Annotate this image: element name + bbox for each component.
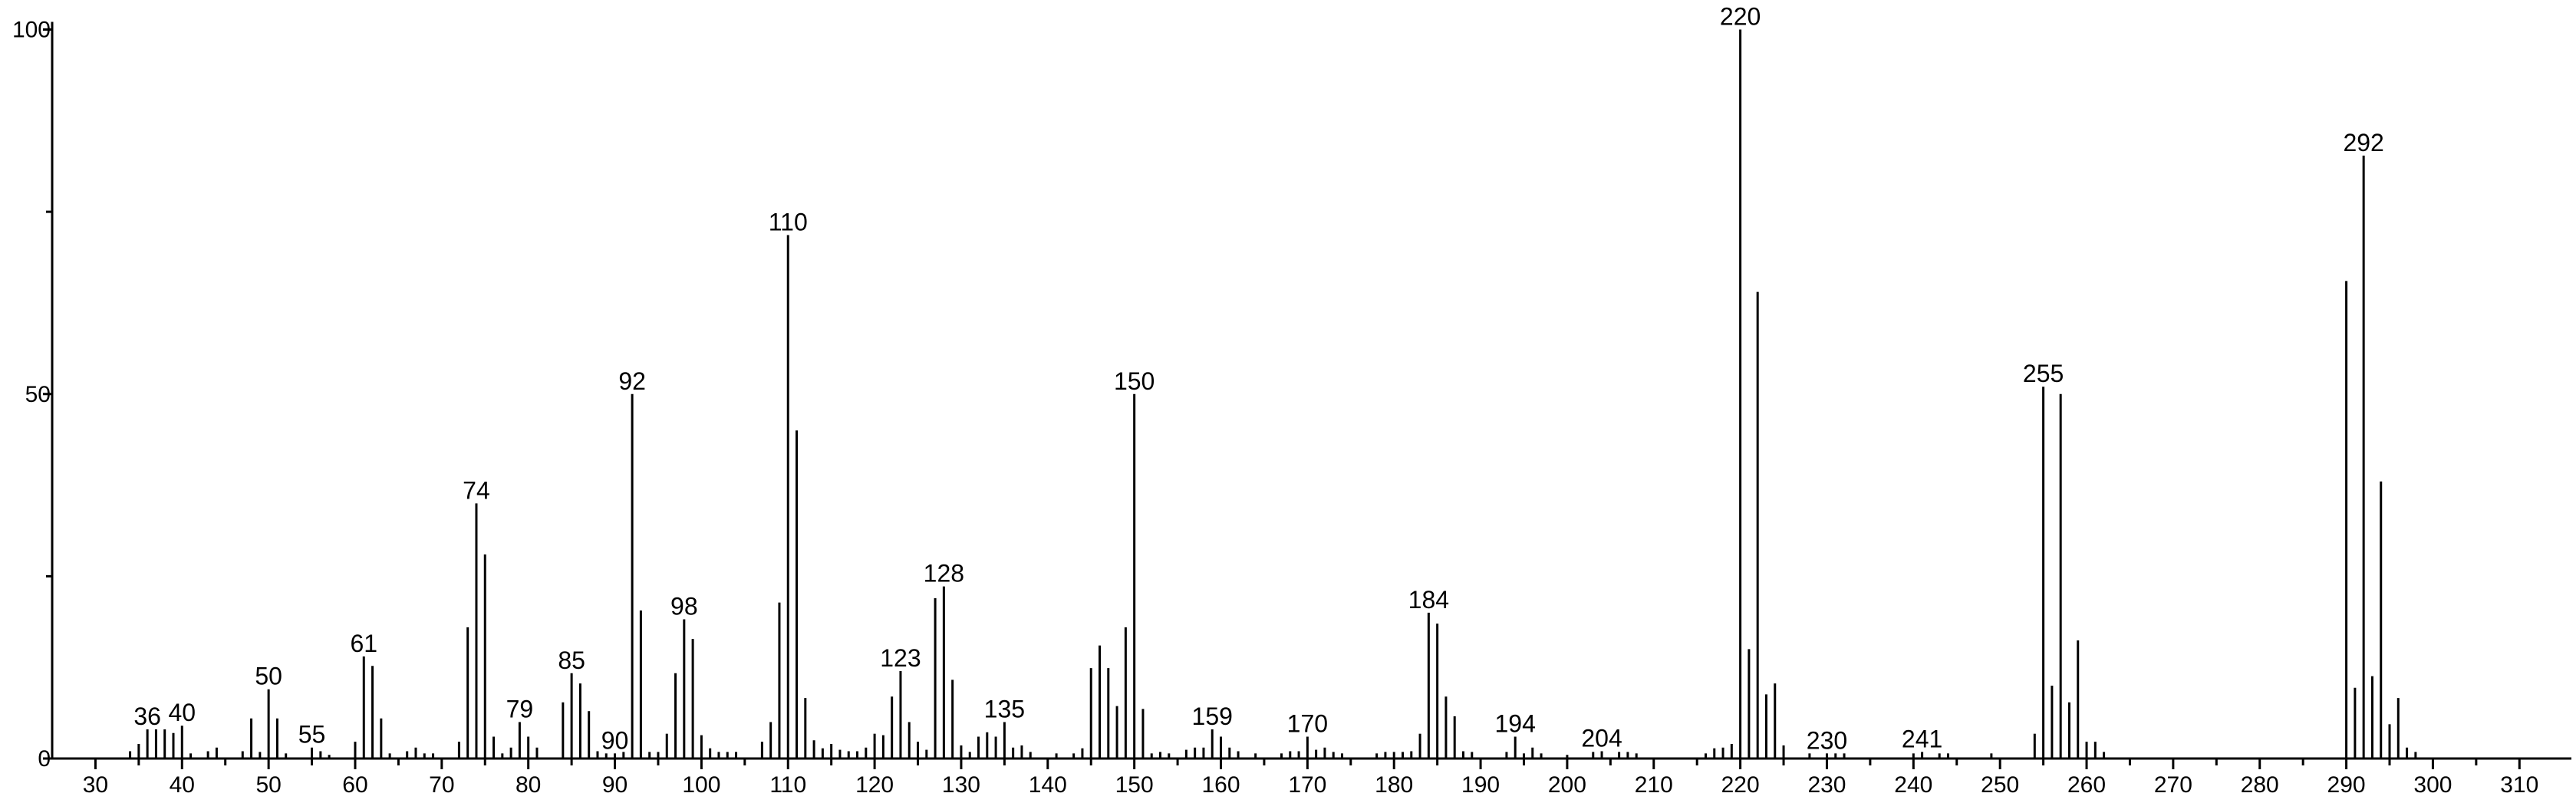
x-tick-label: 100 — [682, 772, 720, 798]
y-tick-label: 0 — [38, 746, 51, 772]
x-tick-label: 60 — [342, 772, 367, 798]
x-tick-label: 310 — [2500, 772, 2538, 798]
x-tick-label: 260 — [2067, 772, 2106, 798]
x-tick-label: 180 — [1375, 772, 1413, 798]
peak-label: 40 — [168, 699, 196, 726]
peak-label: 50 — [255, 663, 282, 690]
y-tick-label: 50 — [25, 382, 51, 407]
x-tick-label: 160 — [1201, 772, 1240, 798]
x-tick-label: 130 — [942, 772, 980, 798]
x-tick-label: 170 — [1288, 772, 1326, 798]
x-tick-label: 150 — [1115, 772, 1154, 798]
peak-label: 255 — [2023, 360, 2064, 387]
x-tick-label: 190 — [1461, 772, 1500, 798]
peak-label: 159 — [1192, 703, 1233, 730]
x-tick-label: 280 — [2241, 772, 2279, 798]
x-tick-label: 230 — [1807, 772, 1846, 798]
peak-label: 184 — [1408, 586, 1449, 614]
peak-label: 74 — [463, 476, 490, 504]
peak-label: 85 — [558, 647, 585, 674]
peak-label: 92 — [618, 367, 646, 395]
x-tick-label: 40 — [170, 772, 195, 798]
peak-label: 241 — [1902, 725, 1942, 752]
peak-label: 170 — [1287, 709, 1328, 737]
peak-label: 135 — [984, 695, 1025, 722]
peak-label: 55 — [298, 721, 326, 749]
x-tick-label: 70 — [429, 772, 454, 798]
x-tick-label: 110 — [769, 772, 806, 798]
peak-label: 98 — [670, 592, 698, 620]
x-tick-label: 300 — [2413, 772, 2452, 798]
x-tick-label: 240 — [1894, 772, 1932, 798]
x-tick-label: 210 — [1635, 772, 1673, 798]
peak-label: 90 — [601, 726, 629, 754]
peak-label: 123 — [880, 644, 921, 672]
peak-label: 220 — [1720, 3, 1761, 31]
peak-label: 194 — [1495, 709, 1536, 737]
peak-label: 292 — [2343, 129, 2383, 156]
peak-label: 36 — [133, 703, 161, 730]
peak-label: 150 — [1114, 367, 1155, 395]
peak-label: 204 — [1581, 724, 1622, 752]
x-tick-label: 200 — [1548, 772, 1586, 798]
x-tick-label: 120 — [855, 772, 894, 798]
x-tick-label: 290 — [2327, 772, 2366, 798]
x-tick-label: 220 — [1721, 772, 1760, 798]
x-tick-label: 140 — [1029, 772, 1067, 798]
peak-label: 61 — [350, 630, 377, 657]
peak-label: 79 — [506, 695, 534, 722]
x-tick-label: 80 — [516, 772, 541, 798]
peak-label: 230 — [1807, 726, 1847, 754]
x-tick-label: 30 — [83, 772, 108, 798]
peak-label: 128 — [924, 560, 964, 587]
peak-label: 110 — [769, 209, 808, 236]
y-tick-label: 100 — [12, 18, 51, 43]
x-tick-label: 270 — [2154, 772, 2192, 798]
x-tick-label: 90 — [602, 772, 628, 798]
x-tick-label: 250 — [1981, 772, 2019, 798]
x-tick-label: 50 — [255, 772, 281, 798]
